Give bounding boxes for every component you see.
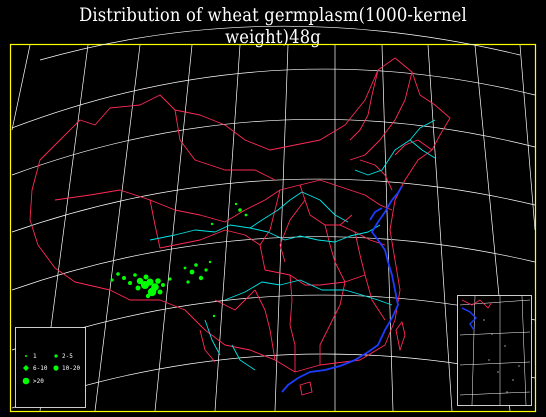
map-frame: [9, 43, 537, 413]
legend-label-10-20: 10-20: [62, 365, 80, 372]
wheat-germplasm-points: [110, 202, 248, 318]
legend-label-1: 1: [33, 353, 37, 360]
legend-symbol-over-20: [22, 377, 30, 385]
legend-label-2-5: 2-5: [62, 353, 73, 360]
legend-label-6-10: 6-10: [33, 365, 48, 372]
legend-label-over-20: >20: [33, 378, 44, 385]
legend: 1 2-5 6-10 10-20 >20: [15, 327, 86, 408]
coastline-bohai: [369, 185, 403, 221]
rivers: [149, 119, 436, 371]
coastline: [281, 199, 399, 393]
legend-symbol-10-20: [53, 365, 59, 371]
legend-symbol-2-5: [54, 354, 58, 358]
legend-symbol-1: [25, 355, 27, 357]
page-title: Distribution of wheat germplasm(1000-ker…: [79, 4, 467, 48]
south-china-sea-inset: [457, 295, 532, 406]
provincial-borders: [29, 57, 451, 396]
legend-symbol-6-10: [23, 365, 29, 371]
